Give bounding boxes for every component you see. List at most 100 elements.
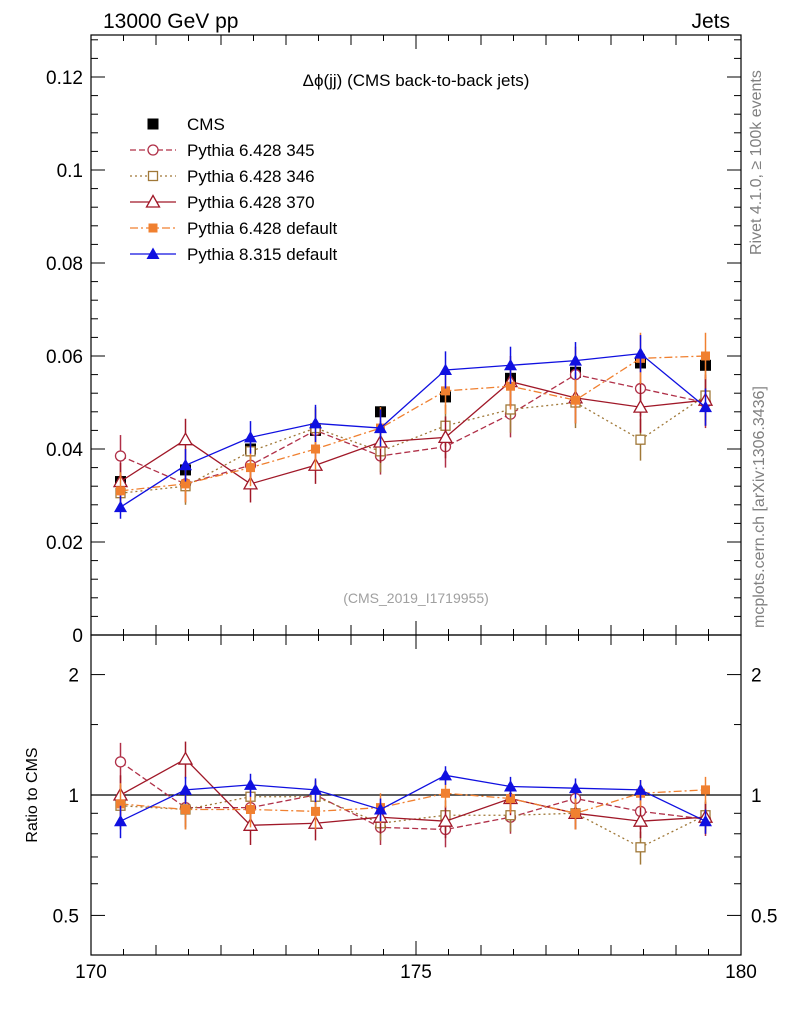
- data-point: [246, 463, 255, 473]
- legend-label: CMS: [187, 115, 225, 134]
- ratio-point: [504, 780, 517, 792]
- series-line: [120, 380, 706, 485]
- legend-label: Pythia 6.428 default: [187, 219, 338, 238]
- ratio-point: [177, 751, 194, 765]
- ratio-point: [374, 802, 387, 815]
- legend-entry-p345: Pythia 6.428 345: [130, 141, 315, 160]
- x-tick-label: 175: [400, 962, 432, 983]
- ratio-panel: 0.5 0.5 1 1 2 2 170 175 180 Ratio to CMS: [24, 634, 777, 983]
- data-point: [699, 400, 712, 413]
- ratio-point: [246, 804, 255, 814]
- ratio-point: [437, 813, 454, 827]
- side-labels: Rivet 4.1.0, ≥ 100k events mcplots.cern.…: [748, 70, 768, 628]
- header-right: Jets: [691, 10, 730, 33]
- ratio-point: [116, 799, 125, 809]
- series-cms: [115, 357, 711, 488]
- mcplots-label: mcplots.cern.ch [arXiv:1306.3436]: [751, 386, 768, 628]
- legend-entry-p8def: Pythia 8.315 default: [130, 245, 338, 264]
- legend-entry-p370: Pythia 6.428 370: [130, 193, 315, 212]
- y-tick-label: 0.06: [46, 347, 83, 368]
- ratio-y-tick-label: 1: [68, 786, 79, 807]
- legend-marker: [147, 144, 159, 156]
- data-point: [309, 416, 322, 429]
- data-point: [437, 429, 454, 444]
- y-tick-label: 0.02: [46, 533, 83, 554]
- main-panel: 0 0.02 0.04 0.06 0.08 0.1 0.12 (CMS_2019_I1719…: [46, 34, 742, 647]
- legend-entry-p346: Pythia 6.428 346: [130, 167, 315, 186]
- y-tick-label: 0.1: [57, 161, 83, 182]
- main-axes: 0 0.02 0.04 0.06 0.08 0.1 0.12: [46, 35, 742, 647]
- series-p8def: [114, 335, 712, 519]
- ratio-series-p8def: [114, 766, 712, 839]
- ratio-point: [701, 785, 710, 795]
- ratio-point: [569, 781, 582, 794]
- data-point: [116, 486, 125, 496]
- ratio-series-p370: [112, 741, 714, 845]
- ratio-y-tick-label: 0.5: [53, 906, 79, 927]
- legend: CMS Pythia 6.428 345 Pythia 6.428 346 Pythi…: [130, 115, 338, 264]
- ratio-y-tick-label: 2: [68, 666, 79, 687]
- data-point: [635, 434, 646, 445]
- data-point: [441, 386, 450, 396]
- ratio-y-tick-label-right: 0.5: [751, 906, 777, 927]
- y-tick-label: 0: [72, 626, 83, 647]
- x-tick-label: 180: [725, 962, 757, 983]
- ratio-series: [112, 741, 714, 865]
- ratio-ylabel: Ratio to CMS: [24, 747, 41, 842]
- y-tick-label: 0.12: [46, 68, 83, 89]
- series-line: [120, 355, 706, 492]
- ratio-point: [181, 804, 190, 814]
- ratio-series-line: [120, 761, 706, 831]
- legend-label: Pythia 8.315 default: [187, 245, 338, 264]
- data-point: [506, 381, 515, 391]
- ratio-point: [114, 756, 127, 768]
- series-p370: [112, 356, 714, 503]
- ratio-y-tick-label-right: 2: [751, 666, 762, 687]
- ratio-axes: 0.5 0.5 1 1 2 2 170 175 180: [53, 635, 777, 983]
- header-left: 13000 GeV pp: [103, 10, 238, 33]
- ratio-point: [439, 768, 452, 781]
- data-point: [181, 479, 190, 489]
- ratio-series-p346: [115, 781, 711, 865]
- ratio-series-line: [120, 789, 706, 814]
- ratio-point: [571, 808, 580, 818]
- data-point: [701, 351, 710, 361]
- legend-marker: [147, 170, 159, 182]
- legend-entry-cms: CMS: [147, 115, 225, 134]
- series-p346: [115, 369, 711, 512]
- data-point: [311, 444, 320, 454]
- data-point: [571, 395, 580, 405]
- ratio-point: [441, 788, 450, 798]
- legend-marker: [145, 194, 161, 208]
- ratio-series-line: [120, 758, 706, 826]
- ratio-point: [635, 842, 646, 853]
- x-tick-label: 170: [75, 962, 107, 983]
- data-point: [504, 358, 517, 371]
- data-point: [114, 500, 127, 513]
- y-tick-label: 0.08: [46, 254, 83, 275]
- ratio-point: [632, 813, 649, 827]
- ratio-point: [114, 814, 127, 827]
- data-point: [439, 363, 452, 375]
- legend-label: Pythia 6.428 345: [187, 141, 315, 160]
- ratio-y-tick-label-right: 1: [751, 786, 762, 807]
- series-line: [120, 394, 706, 494]
- ratio-point: [244, 778, 257, 790]
- legend-marker: [147, 118, 159, 130]
- data-point: [179, 458, 192, 471]
- main-series: [112, 332, 714, 519]
- data-point: [114, 450, 127, 462]
- data-point: [634, 347, 647, 359]
- ratio-point: [506, 794, 515, 804]
- series-p6def: [116, 332, 710, 510]
- data-point: [569, 354, 582, 366]
- series-line: [120, 373, 706, 485]
- ratio-series-line: [120, 796, 706, 849]
- series-line: [120, 352, 706, 508]
- watermark: (CMS_2019_I1719955): [343, 590, 489, 606]
- ratio-point: [179, 783, 192, 795]
- legend-label: Pythia 6.428 370: [187, 193, 315, 212]
- data-point: [177, 431, 194, 446]
- ratio-point: [634, 783, 647, 795]
